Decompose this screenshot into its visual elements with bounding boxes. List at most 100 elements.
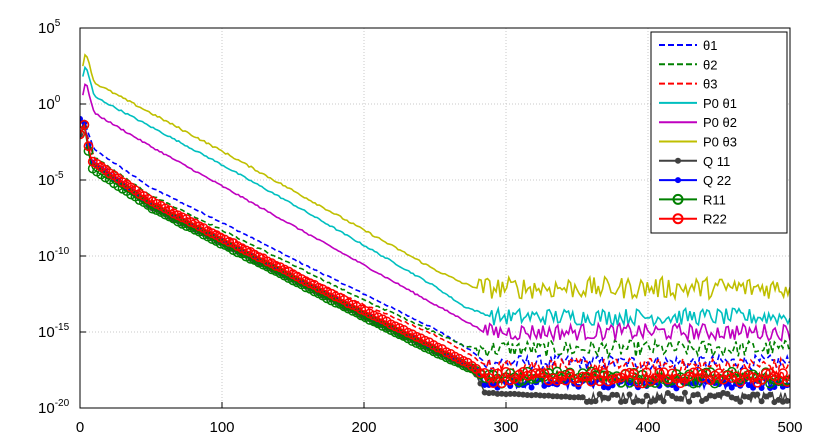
series-marker xyxy=(596,391,603,398)
y-tick-label: 100 xyxy=(38,94,61,113)
series-marker xyxy=(660,398,667,405)
series-marker xyxy=(505,375,516,386)
series-marker xyxy=(724,390,731,397)
legend-marker xyxy=(675,177,681,184)
series-marker xyxy=(643,392,650,399)
legend: θ1 θ2 θ3 P0 θ1 P0 θ2 P0 θ3 Q 11 Q 22 R11 R22 xyxy=(650,31,788,234)
series-marker xyxy=(501,367,511,377)
x-tick-label: 300 xyxy=(493,419,518,436)
legend-label: Q 22 xyxy=(703,173,731,188)
series-marker xyxy=(432,342,443,353)
series-marker xyxy=(677,395,684,402)
series-line xyxy=(82,65,790,328)
series-marker xyxy=(784,397,790,404)
series-line xyxy=(80,119,790,373)
series-marker xyxy=(726,372,737,383)
series-marker xyxy=(652,397,659,404)
legend-label: R11 xyxy=(703,192,726,207)
series-5 xyxy=(82,53,790,302)
series-0 xyxy=(80,119,790,373)
legend-marker xyxy=(675,157,681,164)
legend-marker xyxy=(672,193,684,205)
series-marker xyxy=(760,368,771,379)
series-marker xyxy=(745,382,752,389)
legend-marker xyxy=(672,213,684,225)
series-marker xyxy=(411,331,422,342)
y-tick-label: 10-5 xyxy=(38,170,64,189)
series-line xyxy=(82,83,790,344)
series-marker xyxy=(577,371,588,382)
series-marker xyxy=(224,236,235,247)
legend-label: P0 θ2 xyxy=(703,115,737,130)
series-marker xyxy=(458,356,469,366)
series-marker xyxy=(605,395,612,402)
series-marker xyxy=(767,391,774,398)
series-marker xyxy=(688,378,699,389)
series-marker xyxy=(475,368,486,379)
series-line xyxy=(80,125,790,360)
series-marker xyxy=(694,391,701,398)
series-marker xyxy=(633,377,644,388)
series-marker xyxy=(356,304,367,315)
legend-label: R22 xyxy=(703,212,727,227)
series-marker xyxy=(628,368,639,379)
series-marker xyxy=(522,370,533,381)
series-marker xyxy=(758,398,765,405)
series-marker xyxy=(782,376,790,387)
series-3 xyxy=(82,65,790,328)
series-marker xyxy=(496,378,507,389)
series-marker xyxy=(758,385,765,392)
series-marker xyxy=(83,141,94,152)
series-2 xyxy=(80,125,790,376)
legend-label: θ1 xyxy=(703,38,717,53)
series-marker xyxy=(688,367,699,378)
legend-label: θ3 xyxy=(703,77,717,92)
y-tick-label: 10-20 xyxy=(38,398,70,417)
plot-border xyxy=(79,27,791,409)
series-marker xyxy=(611,373,622,384)
series-marker xyxy=(185,217,196,227)
series-marker xyxy=(737,398,744,405)
x-tick-label: 0 xyxy=(76,419,84,436)
y-tick-label: 10-15 xyxy=(38,322,70,341)
series-marker xyxy=(686,398,693,405)
series-marker xyxy=(528,384,535,391)
series-marker xyxy=(343,298,354,309)
series-marker xyxy=(271,260,281,271)
series-marker xyxy=(754,391,761,398)
series-1 xyxy=(80,125,790,360)
series-marker xyxy=(626,391,633,398)
series-marker xyxy=(241,245,252,256)
series-marker xyxy=(745,394,752,401)
series-marker xyxy=(622,398,629,405)
series-marker xyxy=(777,368,788,379)
y-tick-label: 105 xyxy=(38,18,61,37)
series-marker xyxy=(579,394,586,401)
series-4 xyxy=(82,83,790,344)
series-marker xyxy=(637,378,648,389)
series-marker xyxy=(733,395,740,402)
legend-label: P0 θ3 xyxy=(703,135,737,150)
x-axis: 0 100 200 300 400 500 xyxy=(76,402,803,436)
series-marker xyxy=(681,389,688,396)
legend-label: θ2 xyxy=(703,57,717,72)
x-tick-label: 400 xyxy=(635,419,660,436)
y-tick-label: 10-10 xyxy=(38,246,70,265)
series-9 xyxy=(80,119,790,389)
legend-label: P0 θ1 xyxy=(703,96,737,111)
series-line xyxy=(82,53,790,302)
legend-label: Q 11 xyxy=(703,154,730,169)
x-tick-label: 100 xyxy=(209,419,234,436)
series-marker xyxy=(592,398,599,405)
series-marker xyxy=(305,278,315,289)
series-layer xyxy=(80,53,790,406)
series-marker xyxy=(664,389,671,396)
series-marker xyxy=(599,367,609,378)
series-marker xyxy=(535,368,546,378)
y-axis: 105 100 10-5 10-10 10-15 10-20 xyxy=(38,18,86,417)
series-marker xyxy=(728,384,735,391)
series-line xyxy=(80,125,790,376)
series-marker xyxy=(656,394,663,401)
series-marker xyxy=(639,398,646,405)
